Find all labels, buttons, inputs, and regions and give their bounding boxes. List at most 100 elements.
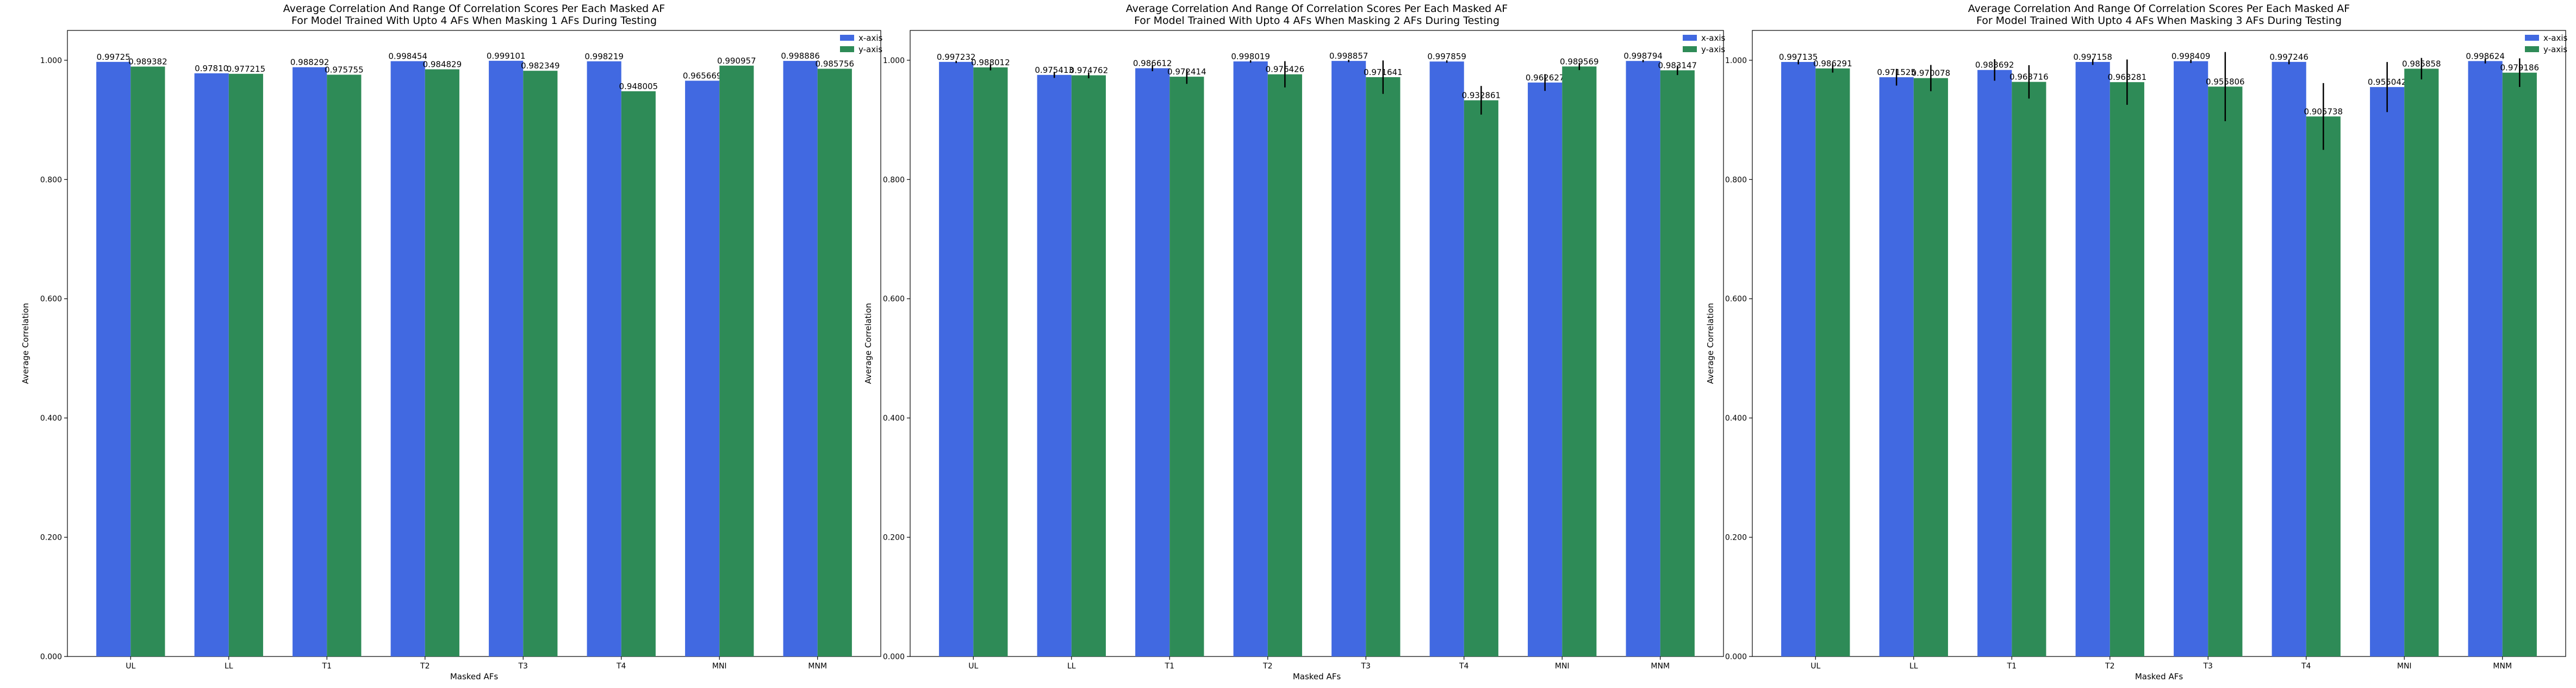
chart-subtitle: For Model Trained With Upto 4 AFs When M… <box>291 15 657 27</box>
bar-y-axis-T1 <box>327 74 362 656</box>
data-label-x-axis-MNM: 0.998624 <box>2466 51 2505 61</box>
legend: x-axis y-axis <box>1683 33 1726 54</box>
data-label-x-axis-MNM: 0.998886 <box>781 51 820 61</box>
data-label-x-axis-LL: 0.971525 <box>1877 67 1916 77</box>
x-tick-label: MNI <box>712 662 727 671</box>
bar-y-axis-LL <box>1071 75 1106 656</box>
data-label-y-axis-T1: 0.975755 <box>325 65 364 74</box>
x-tick-label: T2 <box>1262 662 1272 671</box>
bar-y-axis-T4 <box>2306 116 2341 657</box>
bar-y-axis-T2 <box>2110 82 2144 657</box>
legend-swatch-x-axis <box>1683 35 1697 41</box>
x-tick-label: MNI <box>2397 662 2412 671</box>
data-label-y-axis-T4: 0.948005 <box>619 82 658 91</box>
y-tick-label: 0.200 <box>40 534 62 542</box>
bar-y-axis-MNI <box>2404 68 2439 657</box>
x-tick-label: T3 <box>518 662 528 671</box>
legend-label-y-axis: y-axis <box>858 45 882 54</box>
x-axis-label: Masked AFs <box>2135 672 2183 681</box>
data-label-x-axis-T4: 0.997859 <box>1427 52 1466 61</box>
x-tick-label: T2 <box>2105 662 2114 671</box>
y-tick-label: 0.200 <box>883 534 905 542</box>
plot-frame <box>910 30 1724 657</box>
bar-y-axis-UL <box>130 66 165 657</box>
bar-x-axis-UL <box>939 61 974 656</box>
data-label-y-axis-MNI: 0.989569 <box>1560 57 1599 66</box>
bar-y-axis-MNM <box>2502 72 2537 656</box>
data-label-y-axis-T2: 0.963281 <box>2108 72 2147 82</box>
data-label-x-axis-T3: 0.998857 <box>1329 51 1368 61</box>
bar-x-axis-T3 <box>489 60 524 656</box>
data-label-y-axis-MNM: 0.985756 <box>816 59 855 68</box>
bar-x-axis-MNM <box>2468 61 2503 656</box>
bar-x-axis-UL <box>1781 62 1816 656</box>
data-label-y-axis-T3: 0.982349 <box>521 61 560 71</box>
x-tick-label: MNM <box>1651 662 1670 671</box>
x-tick-label: T2 <box>420 662 430 671</box>
bar-x-axis-MNI <box>1528 82 1563 657</box>
data-label-y-axis-T4: 0.905738 <box>2304 107 2343 116</box>
bar-y-axis-UL <box>1815 68 1850 657</box>
bar-y-axis-T1 <box>2012 82 2046 656</box>
x-tick-label: T4 <box>1459 662 1469 671</box>
data-label-x-axis-MNM: 0.998794 <box>1623 51 1663 61</box>
chart-subtitle: For Model Trained With Upto 4 AFs When M… <box>1976 15 2342 27</box>
bar-y-axis-T4 <box>1464 100 1498 657</box>
data-label-x-axis-T1: 0.986612 <box>1133 59 1172 68</box>
legend-label-y-axis: y-axis <box>1701 45 1725 54</box>
bar-x-axis-T2 <box>1233 61 1268 656</box>
x-tick-label: UL <box>1810 662 1820 671</box>
y-tick-label: 1.000 <box>1725 57 1747 65</box>
data-label-x-axis-T4: 0.997246 <box>2269 52 2309 62</box>
bar-x-axis-MNM <box>1626 61 1660 656</box>
bar-y-axis-T3 <box>1366 77 1401 656</box>
data-label-x-axis-MNI: 0.955042 <box>2368 77 2407 87</box>
data-label-y-axis-LL: 0.970078 <box>1912 68 1951 78</box>
data-label-x-axis-LL: 0.975413 <box>1035 65 1074 75</box>
bar-y-axis-T3 <box>2208 86 2243 657</box>
x-tick-label: UL <box>968 662 978 671</box>
legend-swatch-x-axis <box>840 35 854 41</box>
bar-x-axis-T3 <box>1331 61 1366 656</box>
data-label-x-axis-T1: 0.988292 <box>290 58 329 67</box>
x-tick-label: T4 <box>616 662 626 671</box>
bar-x-axis-T2 <box>390 61 425 656</box>
data-label-x-axis-LL: 0.97810 <box>195 64 228 73</box>
bar-x-axis-LL <box>1879 77 1914 657</box>
data-label-y-axis-T4: 0.932861 <box>1462 91 1501 101</box>
x-tick-label: LL <box>1067 662 1076 671</box>
bar-y-axis-T1 <box>1169 77 1204 656</box>
legend-label-x-axis: x-axis <box>1701 33 1726 43</box>
data-label-y-axis-MNI: 0.990957 <box>717 56 756 66</box>
bar-y-axis-T2 <box>1267 74 1302 656</box>
data-label-y-axis-MNI: 0.985858 <box>2402 59 2441 68</box>
data-label-x-axis-T3: 0.998409 <box>2171 52 2211 61</box>
chart-subtitle: For Model Trained With Upto 4 AFs When M… <box>1134 15 1499 27</box>
x-tick-label: MNM <box>2493 662 2512 671</box>
legend: x-axis y-axis <box>2525 33 2568 54</box>
data-label-x-axis-UL: 0.997232 <box>937 52 976 62</box>
y-tick-label: 0.200 <box>1725 534 1747 542</box>
data-label-y-axis-T1: 0.963716 <box>2009 72 2049 82</box>
bar-x-axis-T1 <box>293 67 327 656</box>
legend-swatch-y-axis <box>840 46 854 52</box>
x-tick-label: LL <box>1909 662 1918 671</box>
data-label-y-axis-MNM: 0.979186 <box>2500 63 2540 73</box>
y-tick-label: 0.400 <box>1725 414 1747 423</box>
data-label-y-axis-UL: 0.986291 <box>1813 59 1852 68</box>
y-tick-label: 0.000 <box>883 653 905 661</box>
bar-y-axis-T2 <box>425 69 459 656</box>
x-tick-label: T3 <box>1361 662 1371 671</box>
y-axis-label: Average Correlation <box>21 303 30 384</box>
chart-panel-3: Average Correlation And Range Of Correla… <box>1706 3 2568 681</box>
bar-y-axis-MNI <box>719 65 754 657</box>
x-axis-label: Masked AFs <box>1293 672 1341 681</box>
bar-x-axis-T1 <box>1977 70 2012 656</box>
legend-swatch-y-axis <box>2525 46 2539 52</box>
bar-x-axis-LL <box>194 73 229 657</box>
data-label-x-axis-MNI: 0.965669 <box>683 71 722 81</box>
bar-x-axis-T1 <box>1135 68 1170 657</box>
chart-title: Average Correlation And Range Of Correla… <box>1968 3 2350 15</box>
